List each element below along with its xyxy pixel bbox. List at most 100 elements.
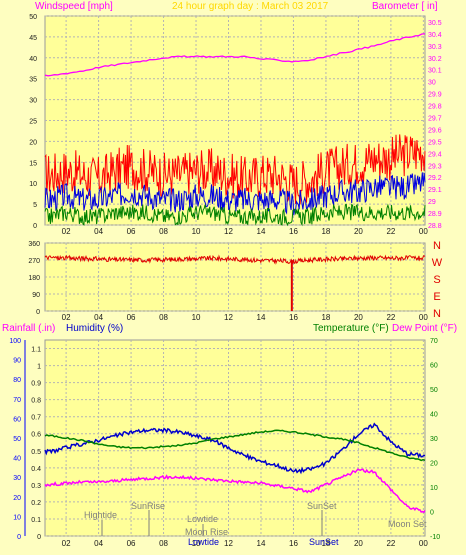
x-tick-label-top: 18 <box>321 227 330 236</box>
rain-tick-label: 1 <box>37 364 41 371</box>
compass-label: N <box>433 240 441 252</box>
x-tick-label-top: 02 <box>62 227 71 236</box>
humidity-tick-label: 10 <box>13 514 21 521</box>
x-tick-label-top: 00 <box>419 227 428 236</box>
rain-tick-label: 0.9 <box>31 381 41 388</box>
humidity-tick-label: 30 <box>13 475 21 482</box>
gridlines <box>45 15 425 537</box>
temperature-axis-label: Temperature (°F) <box>313 323 389 334</box>
humidity-axis-label: Humidity (%) <box>66 323 123 334</box>
direction-tick-label: 180 <box>28 275 40 282</box>
barometer-tick-label: 30.3 <box>428 44 442 51</box>
barometer-tick-label: 30.2 <box>428 56 442 63</box>
wind-average-series <box>44 203 426 227</box>
x-tick-label-direction: 10 <box>192 313 201 322</box>
compass-label: W <box>432 257 443 269</box>
barometer-tick-label: 29.4 <box>428 151 442 158</box>
graph-title: 24 hour graph day : March 03 2017 <box>172 1 329 12</box>
x-tick-label-bottom: 06 <box>127 539 136 548</box>
rain-tick-label: 0.7 <box>31 415 41 422</box>
humidity-tick-label: 0 <box>17 534 21 541</box>
x-tick-label-direction: 14 <box>257 313 266 322</box>
x-tick-label-top: 22 <box>386 227 395 236</box>
humidity-series <box>44 422 426 475</box>
x-tick-label-bottom: 12 <box>224 539 233 548</box>
humidity-tick-label: 60 <box>13 416 21 423</box>
x-tick-label-top: 10 <box>192 227 201 236</box>
humidity-tick-label: 70 <box>13 397 21 404</box>
barometer-tick-label: 30.1 <box>428 68 442 75</box>
compass-label: E <box>433 291 440 303</box>
x-tick-label-top: 06 <box>127 227 136 236</box>
rain-tick-label: 0.1 <box>31 517 41 524</box>
x-tick-label-bottom: 14 <box>257 539 266 548</box>
x-tick-label-bottom: 04 <box>94 539 103 548</box>
moon-rise-label: Moon Rise <box>185 527 228 537</box>
wind-tick-label: 15 <box>29 160 37 167</box>
annotations: Hightide SunRise Lowtide Moon Rise Lowti… <box>84 501 427 547</box>
lowtide-label-2: Lowtide <box>188 537 219 547</box>
rain-tick-label: 0.2 <box>31 500 41 507</box>
barometer-tick-label: 29.2 <box>428 175 442 182</box>
barometer-tick-label: 29.8 <box>428 104 442 111</box>
x-tick-label-bottom: 00 <box>419 539 428 548</box>
wind-tick-label: 0 <box>33 223 37 230</box>
compass-label: N <box>433 308 441 320</box>
direction-tick-label: 90 <box>32 292 40 299</box>
barometer-tick-label: 29.6 <box>428 127 442 134</box>
wind-tick-label: 5 <box>33 202 37 209</box>
humidity-tick-label: 40 <box>13 456 21 463</box>
direction-tick-label: 0 <box>36 309 40 316</box>
wind-max-series <box>44 134 426 205</box>
dew-point-axis-label: Dew Point (°F) <box>392 323 457 334</box>
temperature-tick-label: 40 <box>430 412 438 419</box>
barometer-tick-label: 28.9 <box>428 211 442 218</box>
barometer-tick-label: 28.8 <box>428 223 442 230</box>
humidity-tick-label: 100 <box>9 338 21 345</box>
barometer-tick-label: 30.5 <box>428 20 442 27</box>
wind-tick-label: 10 <box>29 181 37 188</box>
barometer-tick-label: 29 <box>428 199 436 206</box>
dew-point-series <box>44 468 426 514</box>
x-tick-label-direction: 20 <box>354 313 363 322</box>
sunset-label-1: SunSet <box>307 501 337 511</box>
x-tick-label-top: 12 <box>224 227 233 236</box>
temperature-tick-label: 50 <box>430 387 438 394</box>
axis-ticks: 0202020404040606060808081010101212121414… <box>9 14 442 548</box>
barometer-tick-label: 30 <box>428 80 436 87</box>
barometer-series <box>44 33 426 77</box>
rain-tick-label: 1.1 <box>31 347 41 354</box>
x-tick-label-bottom: 08 <box>159 539 168 548</box>
x-tick-label-direction: 16 <box>289 313 298 322</box>
x-tick-label-top: 08 <box>159 227 168 236</box>
compass-label: S <box>433 274 440 286</box>
temperature-tick-label: 70 <box>430 338 438 345</box>
barometer-tick-label: 29.7 <box>428 116 442 123</box>
wind-tick-label: 50 <box>29 14 37 21</box>
x-tick-label-direction: 12 <box>224 313 233 322</box>
wind-axis-label: Windspeed [mph] <box>35 1 113 12</box>
humidity-tick-label: 50 <box>13 436 21 443</box>
wind-gust-series <box>44 172 426 216</box>
rain-tick-label: 0 <box>37 534 41 541</box>
direction-tick-label: 270 <box>28 258 40 265</box>
x-tick-label-bottom: 16 <box>289 539 298 548</box>
x-tick-label-top: 14 <box>257 227 266 236</box>
x-tick-label-direction: 04 <box>94 313 103 322</box>
wind-direction-series <box>44 254 426 265</box>
x-tick-label-direction: 06 <box>127 313 136 322</box>
rainfall-axis-label: Rainfall (.in) <box>2 323 55 334</box>
sunset-label-2: SunSet <box>309 537 339 547</box>
temperature-tick-label: 20 <box>430 461 438 468</box>
temperature-tick-label: 0 <box>430 510 434 517</box>
rain-tick-label: 0.8 <box>31 398 41 405</box>
x-tick-label-direction: 22 <box>386 313 395 322</box>
wind-tick-label: 30 <box>29 98 37 105</box>
x-tick-label-direction: 18 <box>321 313 330 322</box>
sunrise-label: SunRise <box>131 501 165 511</box>
wind-tick-label: 45 <box>29 35 37 42</box>
x-tick-label-bottom: 22 <box>386 539 395 548</box>
moon-set-label: Moon Set <box>388 519 427 529</box>
rain-tick-label: 0.6 <box>31 432 41 439</box>
